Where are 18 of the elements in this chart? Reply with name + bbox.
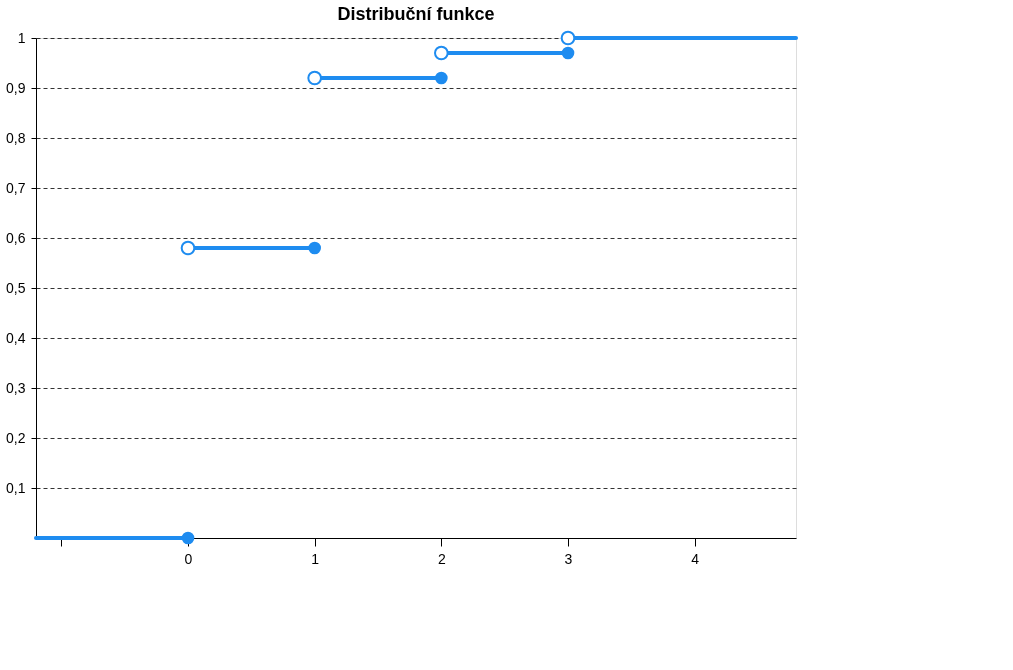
y-tick-label: 0,5 <box>6 279 26 296</box>
y-tick-label: 0,9 <box>6 79 26 96</box>
x-tick-label: 3 <box>564 550 573 567</box>
y-tick-label: 0,4 <box>6 329 26 346</box>
x-tick-label: 4 <box>691 550 700 567</box>
y-tick-label: 0,3 <box>6 379 26 396</box>
x-tick-label: 1 <box>311 550 320 567</box>
y-tick-label: 0,7 <box>6 179 26 196</box>
y-tick-label: 0,6 <box>6 229 26 246</box>
x-tick-label: 2 <box>437 550 446 567</box>
y-tick-label: 0,1 <box>6 479 26 496</box>
point <box>560 30 576 46</box>
y-tick-label: 0,2 <box>6 429 26 446</box>
point <box>181 531 195 545</box>
x-tick-label: 0 <box>184 550 193 567</box>
chart-title: Distribuční funkce <box>337 3 495 24</box>
y-tick-label: 0,8 <box>6 129 26 146</box>
y-tick-label: 1 <box>17 29 26 46</box>
